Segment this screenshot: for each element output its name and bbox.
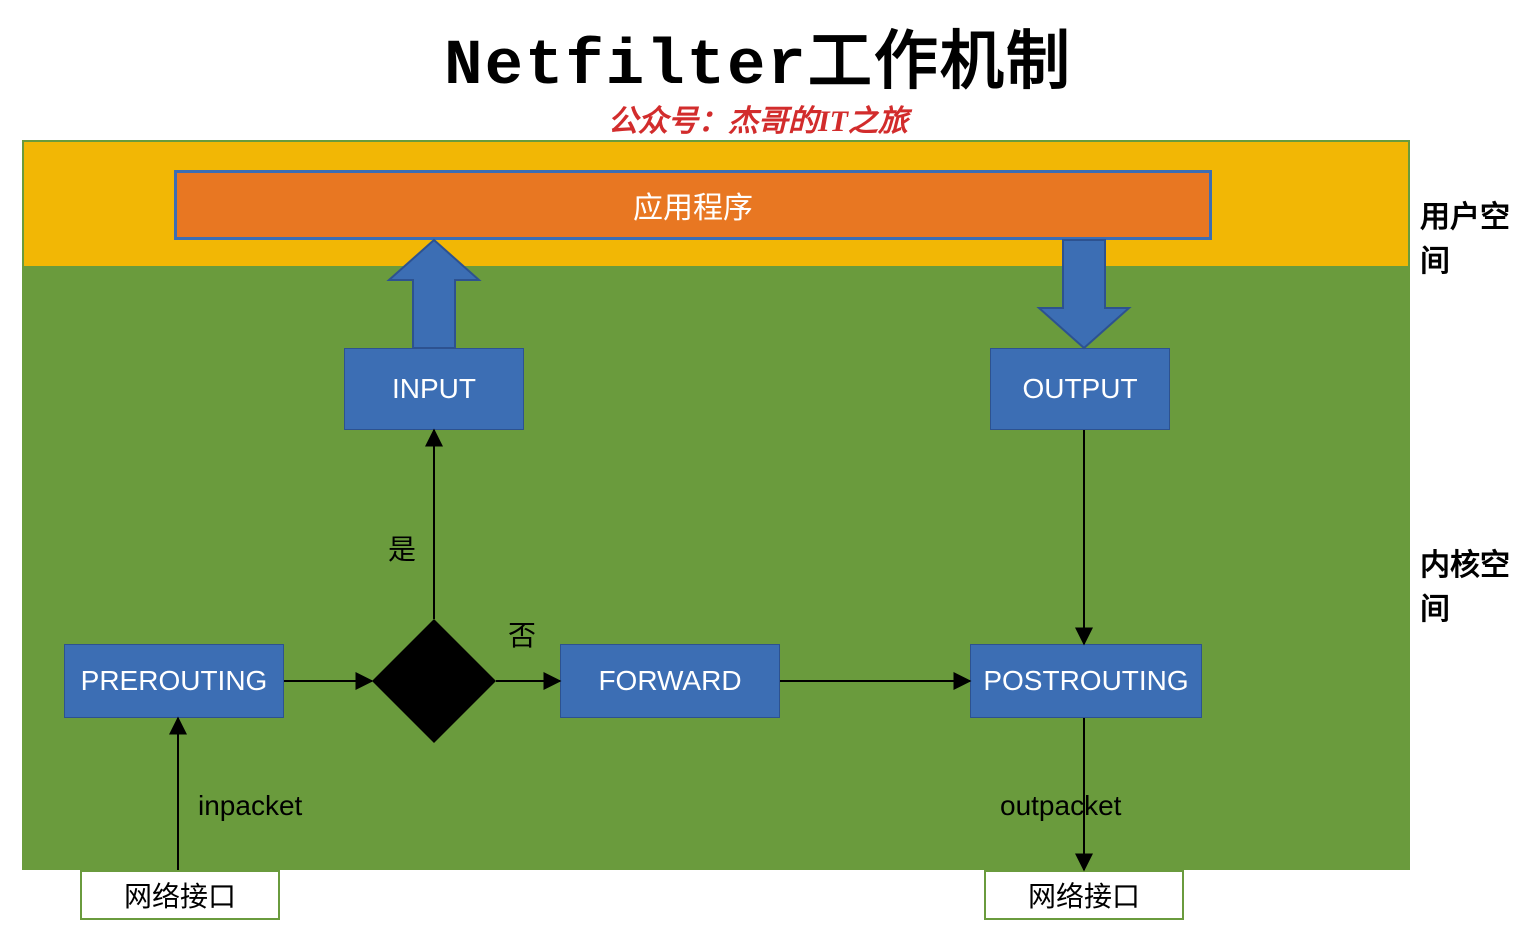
kernel-space-label: 内核空间 (1420, 540, 1516, 628)
user-space-label: 用户空间 (1420, 192, 1516, 280)
diagram-title: Netfilter工作机制 (0, 10, 1516, 103)
decision-no-label: 否 (508, 614, 536, 654)
decision-yes-label: 是 (388, 528, 416, 568)
input-hook-box: INPUT (344, 348, 524, 430)
nic-right-box: 网络接口 (984, 870, 1184, 920)
forward-hook-box: FORWARD (560, 644, 780, 718)
output-hook-box: OUTPUT (990, 348, 1170, 430)
postrouting-hook-box: POSTROUTING (970, 644, 1202, 718)
decision-label: 本机 (404, 647, 464, 709)
inpacket-label: inpacket (198, 790, 302, 822)
prerouting-hook-box: PREROUTING (64, 644, 284, 718)
kernel-space-region (22, 268, 1410, 870)
decision-text: 本机 (420, 646, 448, 708)
outpacket-label: outpacket (1000, 790, 1121, 822)
application-box: 应用程序 (174, 170, 1212, 240)
nic-left-box: 网络接口 (80, 870, 280, 920)
diagram-subtitle: 公众号：杰哥的IT之旅 (0, 96, 1516, 140)
